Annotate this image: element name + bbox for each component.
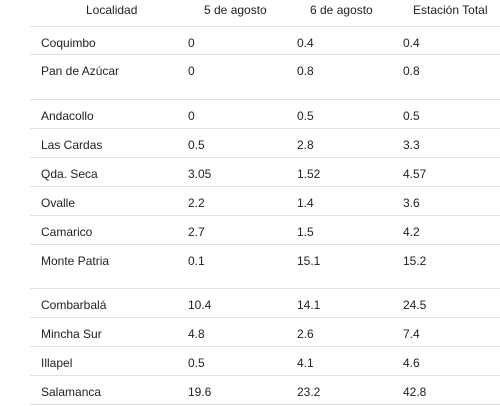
day5-cell: 10.4 <box>188 298 212 312</box>
localidad-cell: Andacollo <box>41 109 94 123</box>
day5-cell: 0 <box>188 64 195 78</box>
day6-cell: 1.52 <box>297 167 321 181</box>
total-cell: 4.2 <box>403 225 420 239</box>
localidad-cell: Salamanca <box>41 385 102 399</box>
table-row: Andacollo 0 0.5 0.5 <box>30 100 500 129</box>
day6-cell: 1.4 <box>297 196 314 210</box>
table-row: Las Cardas 0.5 2.8 3.3 <box>30 129 500 158</box>
table-row: Salamanca 19.6 23.2 42.8 <box>30 376 500 405</box>
total-cell: 0.4 <box>403 36 420 50</box>
day6-cell: 1.5 <box>297 225 314 239</box>
localidad-cell: Mincha Sur <box>41 327 102 341</box>
table-row: Coquimbo 0 0.4 0.4 <box>30 26 500 55</box>
total-cell: 42.8 <box>403 385 427 399</box>
localidad-cell: Illapel <box>41 356 73 370</box>
header-localidad: Localidad <box>86 3 138 17</box>
day5-cell: 2.7 <box>188 225 205 239</box>
localidad-cell: Las Cardas <box>41 138 103 152</box>
total-cell: 4.57 <box>403 167 427 181</box>
day6-cell: 2.8 <box>297 138 314 152</box>
table-row: Ovalle 2.2 1.4 3.6 <box>30 187 500 216</box>
total-cell: 3.6 <box>403 196 420 210</box>
total-cell: 4.6 <box>403 356 420 370</box>
day6-cell: 0.8 <box>297 64 314 78</box>
total-cell: 24.5 <box>403 298 427 312</box>
table-row: Qda. Seca 3.05 1.52 4.57 <box>30 158 500 187</box>
day6-cell: 0.5 <box>297 109 314 123</box>
day5-cell: 3.05 <box>188 167 212 181</box>
header-5-agosto: 5 de agosto <box>204 3 267 17</box>
day6-cell: 4.1 <box>297 356 314 370</box>
table-row: Illapel 0.5 4.1 4.6 <box>30 347 500 376</box>
total-cell: 0.5 <box>403 109 420 123</box>
day5-cell: 2.2 <box>188 196 205 210</box>
table-header-row: Localidad 5 de agosto 6 de agosto Estaci… <box>0 0 500 26</box>
table-row: Monte Patria 0.1 15.1 15.2 <box>30 245 500 289</box>
day6-cell: 15.1 <box>297 254 321 268</box>
localidad-cell: Coquimbo <box>41 36 96 50</box>
total-cell: 0.8 <box>403 64 420 78</box>
table-row: Pan de Azúcar 0 0.8 0.8 <box>30 55 500 100</box>
localidad-cell: Ovalle <box>41 196 76 210</box>
localidad-cell: Combarbalá <box>41 298 107 312</box>
localidad-cell: Monte Patria <box>41 254 110 268</box>
header-estacion-total: Estación Total <box>413 3 488 17</box>
table-row: Mincha Sur 4.8 2.6 7.4 <box>30 318 500 347</box>
day5-cell: 0.5 <box>188 138 205 152</box>
localidad-cell: Qda. Seca <box>41 167 98 181</box>
localidad-cell: Camarico <box>41 225 93 239</box>
day5-cell: 4.8 <box>188 327 205 341</box>
day6-cell: 23.2 <box>297 385 321 399</box>
localidad-cell: Pan de Azúcar <box>41 64 120 78</box>
day5-cell: 0 <box>188 109 195 123</box>
day5-cell: 0 <box>188 36 195 50</box>
table-row: Combarbalá 10.4 14.1 24.5 <box>30 289 500 318</box>
day6-cell: 14.1 <box>297 298 321 312</box>
day6-cell: 2.6 <box>297 327 314 341</box>
day6-cell: 0.4 <box>297 36 314 50</box>
day5-cell: 0.5 <box>188 356 205 370</box>
total-cell: 7.4 <box>403 327 420 341</box>
total-cell: 3.3 <box>403 138 420 152</box>
total-cell: 15.2 <box>403 254 427 268</box>
day5-cell: 19.6 <box>188 385 212 399</box>
table-row: Camarico 2.7 1.5 4.2 <box>30 216 500 245</box>
header-6-agosto: 6 de agosto <box>310 3 373 17</box>
day5-cell: 0.1 <box>188 254 205 268</box>
